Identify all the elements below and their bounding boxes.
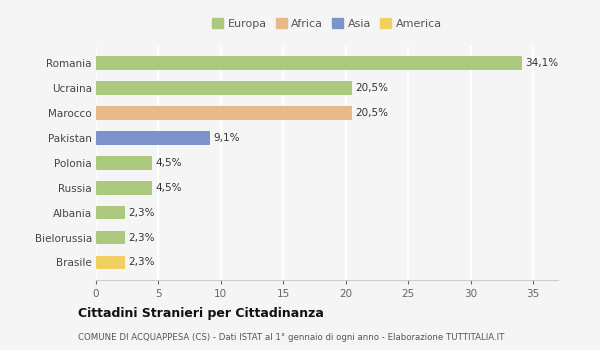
Bar <box>96 206 125 219</box>
Bar <box>96 106 352 120</box>
Bar <box>96 256 125 270</box>
Text: 34,1%: 34,1% <box>526 58 559 68</box>
Text: 9,1%: 9,1% <box>214 133 240 143</box>
Bar <box>96 156 152 170</box>
Text: Cittadini Stranieri per Cittadinanza: Cittadini Stranieri per Cittadinanza <box>78 307 324 320</box>
Bar <box>96 231 125 244</box>
Text: COMUNE DI ACQUAPPESA (CS) - Dati ISTAT al 1° gennaio di ogni anno - Elaborazione: COMUNE DI ACQUAPPESA (CS) - Dati ISTAT a… <box>78 332 505 342</box>
Bar <box>96 131 209 145</box>
Text: 2,3%: 2,3% <box>128 208 155 218</box>
Text: 2,3%: 2,3% <box>128 232 155 243</box>
Bar <box>96 181 152 195</box>
Text: 20,5%: 20,5% <box>356 83 389 93</box>
Legend: Europa, Africa, Asia, America: Europa, Africa, Asia, America <box>210 16 444 31</box>
Text: 20,5%: 20,5% <box>356 108 389 118</box>
Bar <box>96 56 522 70</box>
Text: 4,5%: 4,5% <box>156 183 182 193</box>
Text: 2,3%: 2,3% <box>128 258 155 267</box>
Bar <box>96 81 352 95</box>
Text: 4,5%: 4,5% <box>156 158 182 168</box>
